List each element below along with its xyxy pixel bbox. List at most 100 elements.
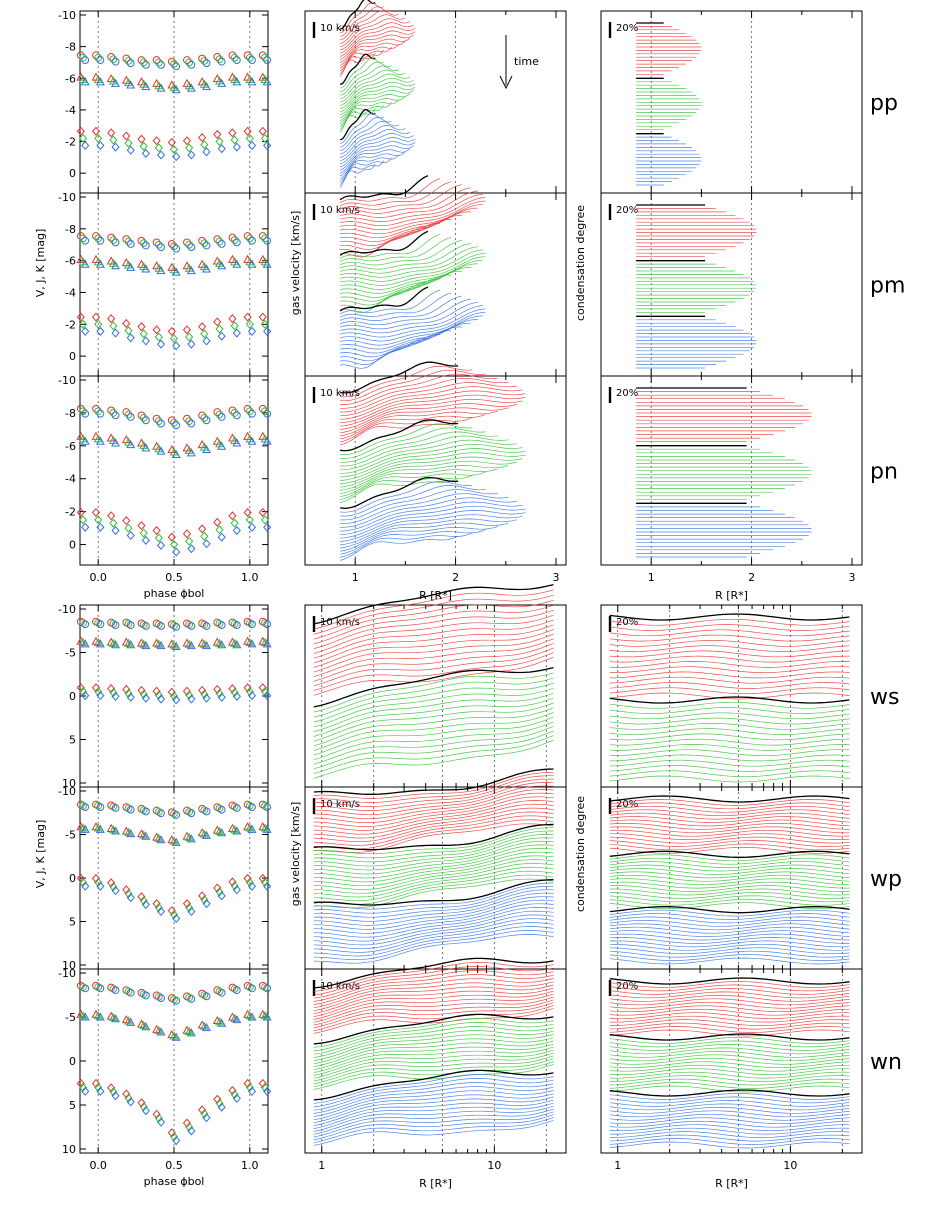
scale-label: 10 km/s (320, 388, 360, 399)
J-band-point (258, 822, 268, 831)
K-band-point (243, 873, 252, 883)
J-band-point (78, 823, 88, 832)
profile-line (313, 1061, 554, 1088)
K-band-point (91, 683, 101, 693)
K-band-point (111, 1091, 120, 1101)
y-tick-label: -10 (58, 967, 76, 980)
profile-line (340, 18, 411, 48)
V-band-point (109, 619, 118, 628)
V-band-point (141, 991, 150, 1000)
V-band-point (213, 408, 222, 416)
V-band-point (172, 996, 181, 1005)
K-band-point (230, 135, 239, 145)
y-tick-label: -2 (65, 506, 76, 519)
V-band-point (92, 404, 100, 413)
profile-line (313, 999, 554, 1026)
y-tick-label: 0 (69, 690, 76, 703)
J-band-point (76, 1009, 86, 1018)
profile-line (340, 493, 509, 525)
V-band-point (167, 808, 176, 817)
profile-line (313, 800, 554, 831)
V-band-point (232, 621, 241, 629)
K-band-point (202, 336, 211, 346)
V-band-point (261, 407, 269, 416)
V-band-point (137, 988, 146, 997)
K-band-point (154, 332, 163, 342)
profile-line (340, 256, 486, 286)
J-band-point (108, 825, 118, 834)
V-band-point (122, 986, 131, 995)
K-band-point (198, 524, 207, 534)
profile-line (609, 1005, 850, 1013)
scale-label: 10 km/s (320, 981, 360, 992)
K-band-point (169, 539, 179, 550)
K-band-point (122, 318, 131, 329)
J-band-point (197, 828, 207, 837)
profile-line (340, 108, 376, 141)
profile-line (609, 765, 850, 772)
K-band-point (215, 1098, 224, 1108)
V-band-point (137, 236, 146, 245)
V-band-point (157, 419, 165, 428)
K-band-point (230, 881, 239, 891)
profile-line (340, 14, 406, 44)
profile-line (609, 754, 850, 762)
model-label-pm: pm (870, 274, 905, 299)
profile-line (340, 365, 473, 398)
profile-line (609, 957, 850, 965)
V-band-point (124, 410, 133, 419)
K-band-point (152, 325, 161, 335)
V-band-point (200, 239, 209, 248)
radius-tick-label: 1 (614, 1159, 621, 1172)
profile-line (313, 1037, 554, 1065)
profile-line (339, 181, 452, 207)
J-band-point (262, 436, 272, 445)
V-band-point (170, 995, 178, 1004)
V-band-point (126, 413, 135, 421)
profile-line (340, 373, 498, 405)
V-band-point (111, 986, 120, 995)
profile-line (313, 899, 554, 930)
profile-line (340, 394, 526, 424)
profile-line (609, 898, 850, 906)
K-band-point (198, 891, 207, 901)
profile-line (313, 677, 554, 718)
K-band-point (172, 695, 181, 705)
J-band-point (260, 823, 270, 832)
profile-line (609, 857, 850, 865)
profile-line (313, 735, 554, 774)
profile-line (609, 1008, 850, 1016)
V-band-point (228, 51, 237, 60)
V-band-point (139, 620, 148, 629)
y-tick-label: -10 (58, 191, 76, 204)
profile-line (609, 1057, 850, 1065)
lightcurve-panel-wn: -10 -5 0 5 10 (58, 967, 272, 1156)
y-tick-label: -10 (58, 9, 76, 22)
magnitude-axis-label: V, J, K [mag] (34, 820, 47, 889)
profile-line (340, 456, 523, 485)
profile-line (609, 1050, 850, 1058)
profile-line (609, 913, 850, 920)
K-band-point (215, 688, 224, 698)
V-band-point (141, 60, 150, 69)
J-band-point (202, 81, 211, 91)
profile-line (339, 477, 459, 504)
profile-line (339, 236, 452, 262)
profile-line (609, 1015, 850, 1023)
J-band-point (137, 638, 146, 647)
J-band-point (217, 441, 227, 450)
K-band-point (141, 336, 150, 346)
K-band-point (167, 137, 176, 147)
radius-tick-label: 3 (552, 571, 559, 584)
profile-line (313, 1114, 554, 1141)
K-band-point (124, 138, 133, 148)
profile-line (313, 1086, 554, 1114)
scale-label: 20% (616, 617, 638, 628)
K-band-point (76, 1078, 85, 1088)
J-band-point (247, 77, 257, 86)
J-band-point (262, 259, 272, 268)
K-band-point (202, 1113, 211, 1123)
V-band-point (94, 801, 103, 810)
V-band-point (213, 803, 222, 811)
K-band-point (152, 526, 161, 536)
